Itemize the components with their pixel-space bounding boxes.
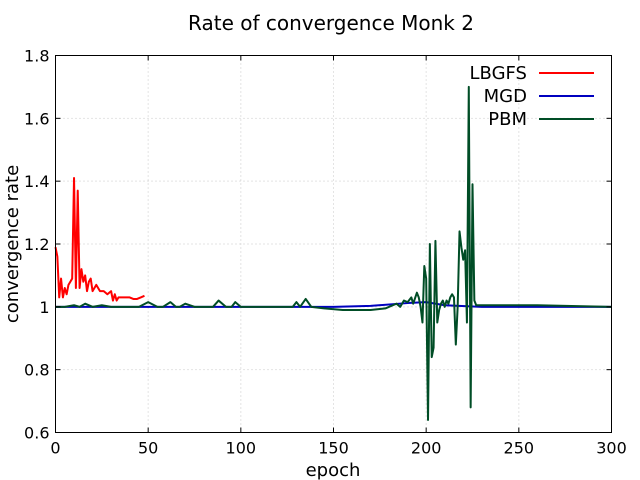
y-axis-label: convergence rate [2,165,23,323]
grid [55,55,612,433]
axes: 0 50 100 150 200 250 300 0.6 0.8 1 1.2 1.4 1.6 1.8 [24,47,627,458]
series-line-pbm [55,85,612,421]
legend-label-mgd: MGD [484,86,527,107]
y-tick-label: 1.4 [24,172,49,191]
y-tick-label: 0.8 [24,361,49,380]
x-tick-label: 0 [50,439,60,458]
x-tick-label: 150 [318,439,349,458]
chart-title: Rate of convergence Monk 2 [188,11,474,35]
x-tick-label: 250 [504,439,535,458]
x-tick-label: 300 [596,439,627,458]
x-tick-label: 100 [226,439,257,458]
legend-label-lbgfs: LBGFS [470,63,527,84]
legend-label-pbm: PBM [488,109,527,130]
plot-area [54,85,612,421]
y-tick-label: 1.8 [24,47,49,66]
x-axis-label: epoch [306,460,361,480]
y-tick-label: 1 [39,298,49,317]
series-line-lbgfs [54,177,145,302]
x-tick-label: 50 [138,439,158,458]
y-tick-label: 1.6 [24,109,49,128]
x-tick-label: 200 [411,439,442,458]
y-tick-label: 0.6 [24,424,49,443]
y-tick-label: 1.2 [24,235,49,254]
